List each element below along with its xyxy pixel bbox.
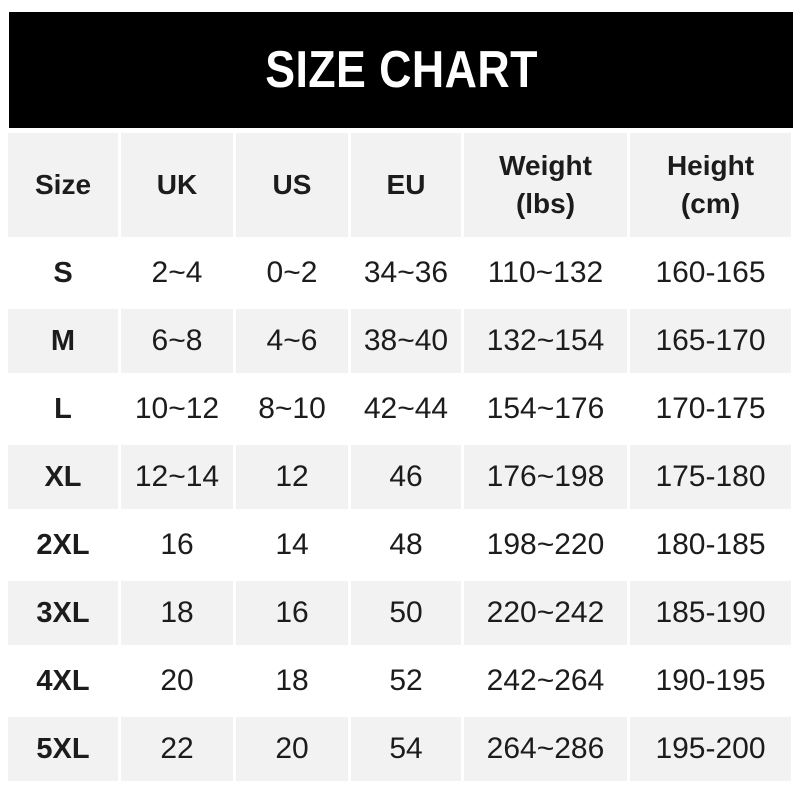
cell-weight-lbs-2xl: 198~220 xyxy=(464,513,627,577)
page-title: SIZE CHART xyxy=(264,41,538,99)
cell-eu-s: 34~36 xyxy=(351,241,461,305)
size-chart-banner: SIZE CHART xyxy=(9,12,793,128)
cell-eu-2xl: 48 xyxy=(351,513,461,577)
cell-size-5xl: 5XL xyxy=(8,717,118,781)
cell-us-xl: 12 xyxy=(236,445,348,509)
cell-uk-4xl: 20 xyxy=(121,649,233,713)
cell-height-cm-l: 170-175 xyxy=(630,377,791,441)
cell-height-cm-3xl: 185-190 xyxy=(630,581,791,645)
cell-uk-s: 2~4 xyxy=(121,241,233,305)
cell-us-m: 4~6 xyxy=(236,309,348,373)
cell-eu-l: 42~44 xyxy=(351,377,461,441)
cell-weight-lbs-3xl: 220~242 xyxy=(464,581,627,645)
column-header-uk: UK xyxy=(121,133,233,237)
cell-us-s: 0~2 xyxy=(236,241,348,305)
cell-height-cm-xl: 175-180 xyxy=(630,445,791,509)
cell-us-5xl: 20 xyxy=(236,717,348,781)
size-chart-page: SIZE CHART Size UK US EU Weight (lbs) Height … xyxy=(0,12,800,800)
cell-uk-5xl: 22 xyxy=(121,717,233,781)
cell-height-cm-4xl: 190-195 xyxy=(630,649,791,713)
cell-size-4xl: 4XL xyxy=(8,649,118,713)
cell-weight-lbs-m: 132~154 xyxy=(464,309,627,373)
column-header-size: Size xyxy=(8,133,118,237)
column-header-eu: EU xyxy=(351,133,461,237)
cell-height-cm-m: 165-170 xyxy=(630,309,791,373)
cell-weight-lbs-4xl: 242~264 xyxy=(464,649,627,713)
cell-size-xl: XL xyxy=(8,445,118,509)
cell-height-cm-5xl: 195-200 xyxy=(630,717,791,781)
column-header-weight-lbs: Weight (lbs) xyxy=(464,133,627,237)
cell-weight-lbs-s: 110~132 xyxy=(464,241,627,305)
cell-weight-lbs-5xl: 264~286 xyxy=(464,717,627,781)
cell-height-cm-s: 160-165 xyxy=(630,241,791,305)
cell-weight-lbs-l: 154~176 xyxy=(464,377,627,441)
cell-size-2xl: 2XL xyxy=(8,513,118,577)
cell-us-2xl: 14 xyxy=(236,513,348,577)
cell-height-cm-2xl: 180-185 xyxy=(630,513,791,577)
cell-eu-4xl: 52 xyxy=(351,649,461,713)
cell-size-l: L xyxy=(8,377,118,441)
cell-uk-m: 6~8 xyxy=(121,309,233,373)
cell-us-l: 8~10 xyxy=(236,377,348,441)
column-header-height-cm: Height (cm) xyxy=(630,133,791,237)
cell-size-3xl: 3XL xyxy=(8,581,118,645)
cell-eu-3xl: 50 xyxy=(351,581,461,645)
cell-weight-lbs-xl: 176~198 xyxy=(464,445,627,509)
size-chart-table: Size UK US EU Weight (lbs) Height (cm) S 2~4 0~2… xyxy=(8,133,791,781)
cell-eu-m: 38~40 xyxy=(351,309,461,373)
cell-us-4xl: 18 xyxy=(236,649,348,713)
cell-uk-2xl: 16 xyxy=(121,513,233,577)
cell-size-s: S xyxy=(8,241,118,305)
cell-size-m: M xyxy=(8,309,118,373)
cell-uk-xl: 12~14 xyxy=(121,445,233,509)
column-header-us: US xyxy=(236,133,348,237)
cell-uk-3xl: 18 xyxy=(121,581,233,645)
cell-us-3xl: 16 xyxy=(236,581,348,645)
cell-uk-l: 10~12 xyxy=(121,377,233,441)
cell-eu-xl: 46 xyxy=(351,445,461,509)
cell-eu-5xl: 54 xyxy=(351,717,461,781)
